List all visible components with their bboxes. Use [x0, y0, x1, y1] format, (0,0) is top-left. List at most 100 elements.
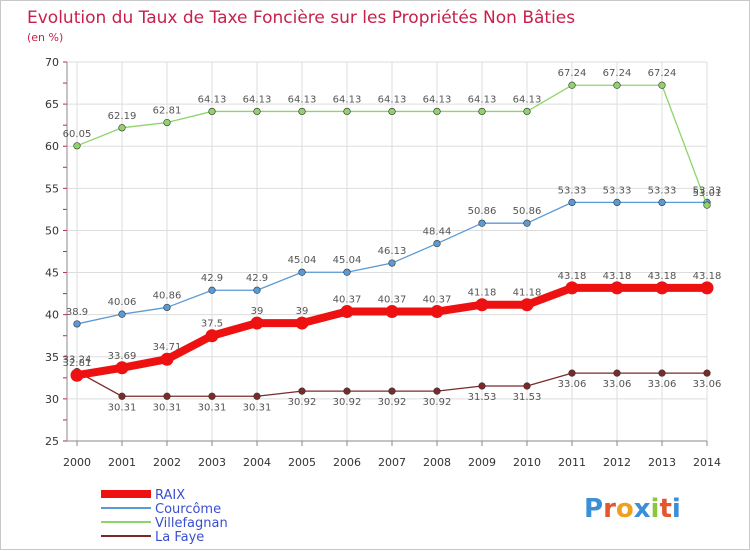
data-point	[520, 298, 534, 312]
data-point	[343, 107, 351, 116]
data-label: 31.53	[513, 392, 542, 403]
data-label: 62.81	[153, 106, 182, 117]
data-label: 64.13	[333, 94, 362, 105]
data-point	[565, 281, 579, 295]
x-tick-label: 2003	[198, 456, 226, 469]
data-label: 43.18	[648, 271, 677, 282]
series-courcome	[73, 198, 711, 328]
data-label: 33.06	[693, 379, 722, 390]
data-point	[340, 305, 354, 319]
data-point	[208, 392, 216, 400]
data-label: 33.06	[558, 379, 587, 390]
y-tick-label: 55	[45, 182, 59, 195]
data-label: 30.31	[198, 402, 227, 413]
data-label: 45.04	[333, 255, 362, 266]
data-label: 30.92	[288, 397, 317, 408]
series-la-faye	[73, 368, 711, 400]
data-label: 33.06	[603, 379, 632, 390]
data-point	[208, 286, 216, 294]
data-point	[655, 281, 669, 295]
data-point	[298, 268, 306, 276]
data-label: 40.37	[423, 295, 452, 306]
logo-letter: r	[603, 494, 616, 524]
data-point	[703, 201, 711, 209]
data-label: 64.13	[378, 94, 407, 105]
data-point	[523, 219, 531, 227]
data-point	[388, 107, 396, 116]
data-point	[613, 369, 621, 377]
logo-letter: i	[672, 494, 681, 524]
data-label: 42.9	[246, 273, 268, 284]
x-tick-label: 2001	[108, 456, 136, 469]
x-tick-label: 2010	[513, 456, 541, 469]
data-label: 40.86	[153, 290, 182, 301]
y-tick-label: 60	[45, 140, 59, 153]
logo-letter: P	[584, 494, 603, 524]
data-label: 53.33	[603, 185, 632, 196]
y-tick-label: 40	[45, 309, 59, 322]
data-label: 30.92	[378, 397, 407, 408]
legend-label-raix: RAIX	[155, 488, 185, 503]
x-tick-label: 2011	[558, 456, 586, 469]
data-point	[568, 81, 576, 89]
data-label: 46.13	[378, 246, 407, 257]
logo-letter: x	[634, 494, 651, 524]
data-point	[70, 368, 84, 382]
data-label: 40.37	[378, 295, 407, 306]
data-label: 62.19	[108, 111, 137, 122]
unit-label: (en %)	[27, 31, 63, 44]
data-point	[658, 369, 666, 377]
axes: 25 30 35 40 45 50 55 60 65 70 2000 2001 2002 2003 2004…	[45, 56, 721, 469]
x-tick-label: 2006	[333, 456, 361, 469]
data-label: 67.24	[558, 68, 587, 79]
data-point	[118, 392, 126, 400]
data-label: 40.37	[333, 295, 362, 306]
data-point	[295, 316, 309, 330]
data-label: 30.31	[243, 402, 272, 413]
data-label: 34.71	[153, 342, 182, 353]
data-point	[523, 382, 531, 390]
data-point	[478, 219, 486, 227]
data-point	[118, 124, 126, 132]
data-point	[388, 259, 396, 267]
data-label: 64.13	[198, 94, 227, 105]
data-label: 64.13	[288, 94, 317, 105]
data-label: 64.13	[423, 94, 452, 105]
data-label: 43.18	[603, 271, 632, 282]
data-label: 33.24	[63, 355, 92, 366]
x-tick-label: 2009	[468, 456, 496, 469]
legend-label-villefagnan: Villefagnan	[155, 516, 228, 531]
data-label: 53.33	[693, 185, 722, 196]
data-point	[478, 107, 486, 116]
x-tick-label: 2004	[243, 456, 271, 469]
x-tick-label: 2005	[288, 456, 316, 469]
data-point	[160, 352, 174, 366]
data-label: 53.33	[648, 185, 677, 196]
y-tick-label: 25	[45, 435, 59, 448]
data-point	[298, 387, 306, 395]
data-label: 33.06	[648, 379, 677, 390]
data-point	[658, 198, 666, 206]
data-point	[253, 286, 261, 294]
data-label: 53.01	[693, 188, 722, 199]
x-tick-label: 2014	[693, 456, 721, 469]
data-label: 30.31	[108, 402, 137, 413]
data-point	[253, 107, 261, 116]
y-tick-label: 30	[45, 393, 59, 406]
data-point	[73, 142, 81, 150]
logo-letter: t	[659, 494, 671, 524]
data-point	[475, 298, 489, 312]
data-label: 67.24	[603, 68, 632, 79]
data-point	[478, 382, 486, 390]
logo-letter: o	[616, 494, 634, 524]
data-label: 45.04	[288, 255, 317, 266]
data-point	[433, 387, 441, 395]
data-point	[163, 392, 171, 400]
data-label: 30.92	[423, 397, 452, 408]
data-point	[253, 392, 261, 400]
data-label: 43.18	[558, 271, 587, 282]
data-label: 43.18	[693, 271, 722, 282]
data-label: 60.05	[63, 129, 92, 140]
data-point	[163, 303, 171, 312]
